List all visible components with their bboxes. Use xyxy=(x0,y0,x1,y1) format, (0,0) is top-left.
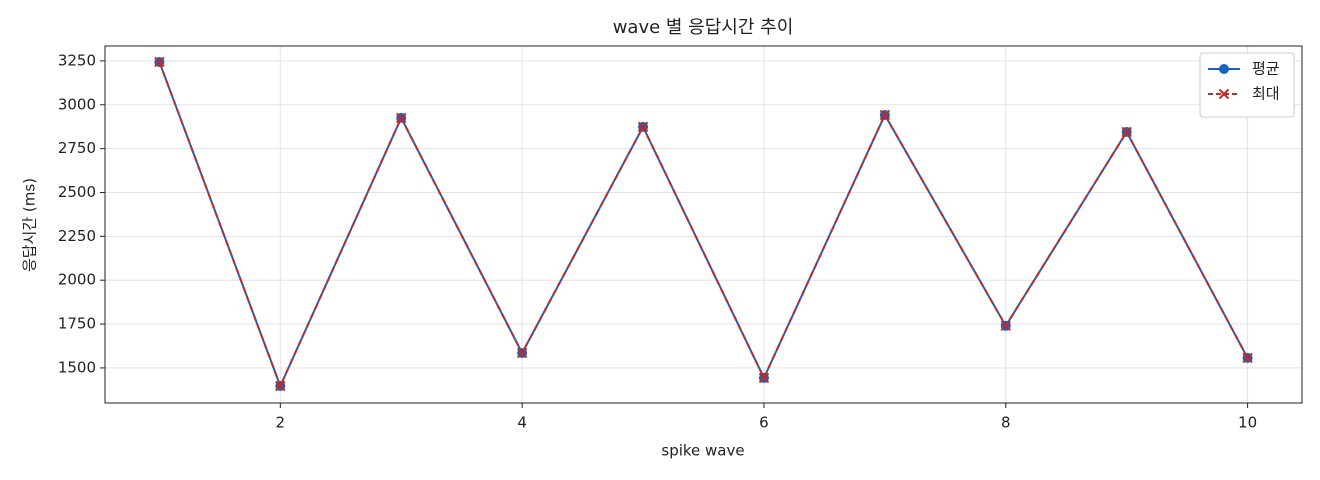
y-tick-label: 2750 xyxy=(58,139,96,157)
x-axis-label: spike wave xyxy=(661,442,744,460)
legend-label: 최대 xyxy=(1252,85,1280,103)
legend-label: 평균 xyxy=(1252,60,1280,78)
y-tick-label: 3250 xyxy=(58,51,96,69)
legend-marker xyxy=(1218,88,1230,100)
x-tick-label: 4 xyxy=(517,414,527,432)
marker xyxy=(396,112,407,124)
chart-title: wave 별 응답시간 추이 xyxy=(613,17,794,38)
marker xyxy=(637,121,649,133)
legend-marker xyxy=(1219,64,1229,74)
y-axis-label: 응답시간 (ms) xyxy=(21,178,39,272)
x-tick-label: 6 xyxy=(759,414,769,432)
series-line xyxy=(158,61,1249,389)
y-tick-label: 1750 xyxy=(58,315,96,333)
y-tick-label: 2250 xyxy=(58,227,96,245)
x-tick-label: 8 xyxy=(1001,414,1011,432)
y-tick-label: 2000 xyxy=(58,271,96,289)
plot-frame xyxy=(104,45,1303,404)
x-tick-label: 10 xyxy=(1238,414,1257,432)
series-line xyxy=(158,61,1249,389)
marker xyxy=(879,109,891,121)
y-tick-label: 2500 xyxy=(58,183,96,201)
legend-box xyxy=(1199,52,1295,118)
y-tick-label: 1500 xyxy=(58,358,96,376)
x-tick-label: 2 xyxy=(276,414,286,432)
marker xyxy=(516,347,528,359)
marker xyxy=(1000,320,1011,332)
y-tick-label: 3000 xyxy=(58,95,96,113)
marker xyxy=(758,372,770,384)
marker xyxy=(1121,126,1132,138)
marker xyxy=(154,56,165,68)
marker xyxy=(1242,352,1253,364)
marker xyxy=(275,380,286,392)
